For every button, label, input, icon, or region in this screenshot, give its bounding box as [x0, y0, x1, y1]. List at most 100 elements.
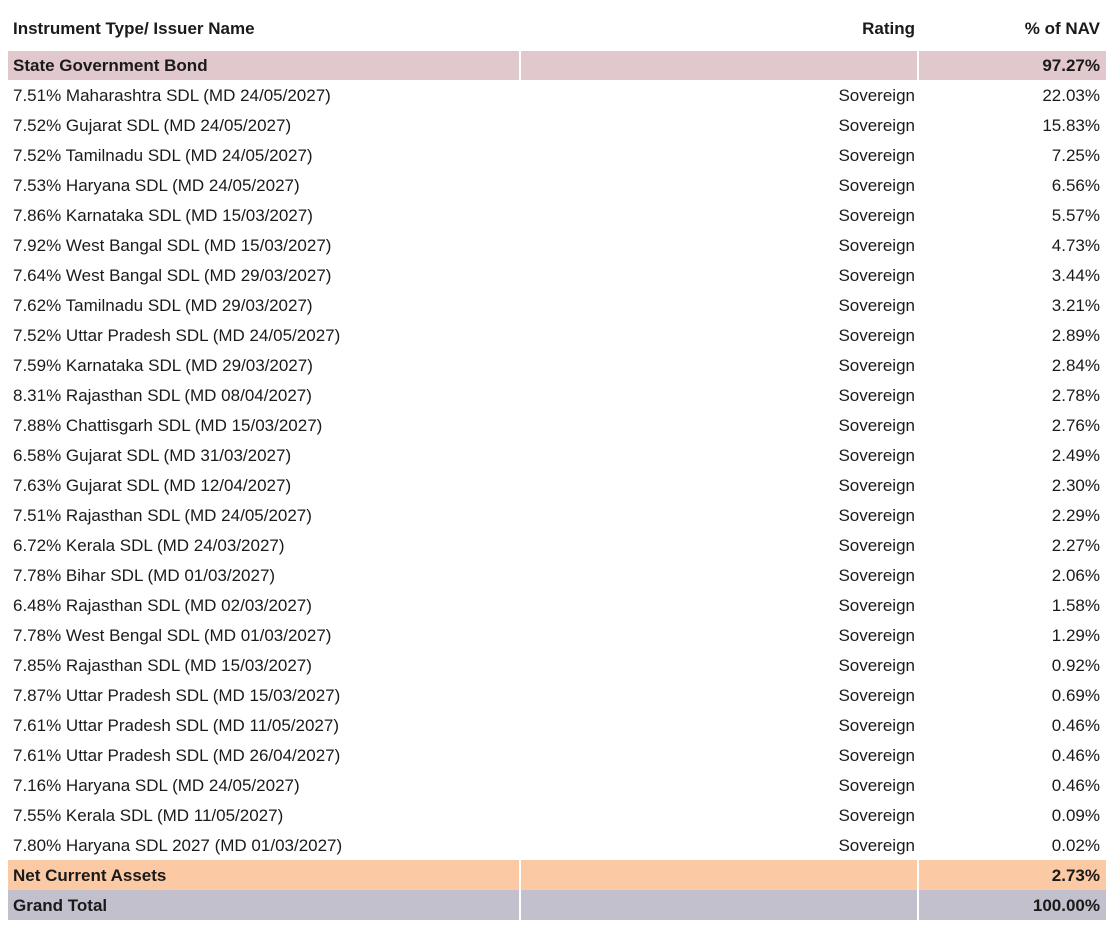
rating-value: Sovereign: [838, 445, 915, 465]
nav-value: 0.92%: [1051, 655, 1100, 675]
nav-value: 0.69%: [1051, 685, 1100, 705]
nav-value: 5.57%: [1051, 205, 1100, 225]
rating-value: Sovereign: [838, 505, 915, 525]
rating-value: Sovereign: [838, 355, 915, 375]
rating-value: Sovereign: [838, 115, 915, 135]
instrument-name: 7.52% Gujarat SDL (MD 24/05/2027): [13, 115, 292, 135]
table-row: 7.61% Uttar Pradesh SDL (MD 26/04/2027) …: [8, 740, 1106, 770]
table-row: 7.51% Maharashtra SDL (MD 24/05/2027) So…: [8, 80, 1106, 110]
table-row: 7.52% Uttar Pradesh SDL (MD 24/05/2027) …: [8, 320, 1106, 350]
table-row: 7.61% Uttar Pradesh SDL (MD 11/05/2027) …: [8, 710, 1106, 740]
table-row: 7.92% West Bangal SDL (MD 15/03/2027) So…: [8, 230, 1106, 260]
table-row: 8.31% Rajasthan SDL (MD 08/04/2027) Sove…: [8, 380, 1106, 410]
instrument-name: 7.78% West Bengal SDL (MD 01/03/2027): [13, 625, 332, 645]
rating-value: Sovereign: [838, 205, 915, 225]
nav-value: 0.46%: [1051, 745, 1100, 765]
instrument-name: 7.61% Uttar Pradesh SDL (MD 26/04/2027): [13, 745, 341, 765]
table-row: 7.78% Bihar SDL (MD 01/03/2027) Sovereig…: [8, 560, 1106, 590]
nav-value: 0.46%: [1051, 715, 1100, 735]
instrument-name: 7.51% Rajasthan SDL (MD 24/05/2027): [13, 505, 312, 525]
table-row: 7.85% Rajasthan SDL (MD 15/03/2027) Sove…: [8, 650, 1106, 680]
footer-rating: [521, 860, 917, 890]
nav-value: 22.03%: [1042, 85, 1100, 105]
nav-value: 15.83%: [1042, 115, 1100, 135]
nav-value: 2.84%: [1051, 355, 1100, 375]
table-row: 7.88% Chattisgarh SDL (MD 15/03/2027) So…: [8, 410, 1106, 440]
instrument-name: 7.87% Uttar Pradesh SDL (MD 15/03/2027): [13, 685, 341, 705]
nav-value: 0.46%: [1051, 775, 1100, 795]
footer-nav: 100.00%: [919, 890, 1106, 920]
section-name: State Government Bond: [8, 51, 519, 80]
instrument-name: 7.92% West Bangal SDL (MD 15/03/2027): [13, 235, 332, 255]
footer-name: Grand Total: [8, 890, 519, 920]
nav-value: 1.29%: [1051, 625, 1100, 645]
section-nav: 97.27%: [919, 51, 1106, 80]
instrument-name: 7.52% Tamilnadu SDL (MD 24/05/2027): [13, 145, 313, 165]
table-row: 7.52% Gujarat SDL (MD 24/05/2027) Sovere…: [8, 110, 1106, 140]
table-row: 6.58% Gujarat SDL (MD 31/03/2027) Sovere…: [8, 440, 1106, 470]
rating-value: Sovereign: [838, 745, 915, 765]
table-row: 7.86% Karnataka SDL (MD 15/03/2027) Sove…: [8, 200, 1106, 230]
section-rating: [521, 51, 917, 80]
rating-value: Sovereign: [838, 625, 915, 645]
table-row: 7.53% Haryana SDL (MD 24/05/2027) Sovere…: [8, 170, 1106, 200]
instrument-name: 8.31% Rajasthan SDL (MD 08/04/2027): [13, 385, 312, 405]
rating-value: Sovereign: [838, 565, 915, 585]
rating-value: Sovereign: [838, 805, 915, 825]
instrument-name: 7.86% Karnataka SDL (MD 15/03/2027): [13, 205, 313, 225]
table-row: 7.87% Uttar Pradesh SDL (MD 15/03/2027) …: [8, 680, 1106, 710]
nav-value: 2.76%: [1051, 415, 1100, 435]
footer-nav: 2.73%: [919, 860, 1106, 890]
rating-value: Sovereign: [838, 145, 915, 165]
table-row: 7.80% Haryana SDL 2027 (MD 01/03/2027) S…: [8, 830, 1106, 860]
rating-value: Sovereign: [838, 325, 915, 345]
rating-value: Sovereign: [838, 235, 915, 255]
instrument-name: 7.55% Kerala SDL (MD 11/05/2027): [13, 805, 284, 825]
table-header-row: Instrument Type/ Issuer Name Rating % of…: [8, 0, 1106, 51]
instrument-name: 7.64% West Bangal SDL (MD 29/03/2027): [13, 265, 332, 285]
column-header-rating: Rating: [862, 18, 915, 38]
table-row: 7.62% Tamilnadu SDL (MD 29/03/2027) Sove…: [8, 290, 1106, 320]
instrument-name: 7.62% Tamilnadu SDL (MD 29/03/2027): [13, 295, 313, 315]
nav-value: 2.78%: [1051, 385, 1100, 405]
instrument-name: 7.88% Chattisgarh SDL (MD 15/03/2027): [13, 415, 323, 435]
instrument-name: 7.53% Haryana SDL (MD 24/05/2027): [13, 175, 300, 195]
column-header-instrument: Instrument Type/ Issuer Name: [13, 18, 255, 38]
instrument-name: 7.80% Haryana SDL 2027 (MD 01/03/2027): [13, 835, 343, 855]
nav-value: 2.27%: [1051, 535, 1100, 555]
table-body: 7.51% Maharashtra SDL (MD 24/05/2027) So…: [8, 80, 1106, 860]
nav-value: 0.02%: [1051, 835, 1100, 855]
nav-value: 2.49%: [1051, 445, 1100, 465]
rating-value: Sovereign: [838, 655, 915, 675]
instrument-name: 7.59% Karnataka SDL (MD 29/03/2027): [13, 355, 313, 375]
net-current-assets-row: Net Current Assets 2.73%: [8, 860, 1106, 890]
rating-value: Sovereign: [838, 535, 915, 555]
nav-value: 2.89%: [1051, 325, 1100, 345]
instrument-name: 7.16% Haryana SDL (MD 24/05/2027): [13, 775, 300, 795]
instrument-name: 6.58% Gujarat SDL (MD 31/03/2027): [13, 445, 292, 465]
rating-value: Sovereign: [838, 385, 915, 405]
table-row: 7.52% Tamilnadu SDL (MD 24/05/2027) Sove…: [8, 140, 1106, 170]
footer-name: Net Current Assets: [8, 860, 519, 890]
rating-value: Sovereign: [838, 295, 915, 315]
rating-value: Sovereign: [838, 685, 915, 705]
instrument-name: 7.78% Bihar SDL (MD 01/03/2027): [13, 565, 276, 585]
nav-value: 2.29%: [1051, 505, 1100, 525]
table-row: 7.78% West Bengal SDL (MD 01/03/2027) So…: [8, 620, 1106, 650]
table-row: 7.59% Karnataka SDL (MD 29/03/2027) Sove…: [8, 350, 1106, 380]
rating-value: Sovereign: [838, 85, 915, 105]
holdings-table: Instrument Type/ Issuer Name Rating % of…: [8, 0, 1106, 920]
nav-value: 2.06%: [1051, 565, 1100, 585]
column-header-nav: % of NAV: [1024, 18, 1100, 38]
nav-value: 4.73%: [1051, 235, 1100, 255]
section-row-state-government-bond: State Government Bond 97.27%: [8, 51, 1106, 80]
table-row: 7.64% West Bangal SDL (MD 29/03/2027) So…: [8, 260, 1106, 290]
instrument-name: 7.85% Rajasthan SDL (MD 15/03/2027): [13, 655, 312, 675]
rating-value: Sovereign: [838, 595, 915, 615]
nav-value: 3.21%: [1051, 295, 1100, 315]
instrument-name: 6.48% Rajasthan SDL (MD 02/03/2027): [13, 595, 312, 615]
rating-value: Sovereign: [838, 415, 915, 435]
table-row: 7.51% Rajasthan SDL (MD 24/05/2027) Sove…: [8, 500, 1106, 530]
nav-value: 1.58%: [1051, 595, 1100, 615]
rating-value: Sovereign: [838, 475, 915, 495]
